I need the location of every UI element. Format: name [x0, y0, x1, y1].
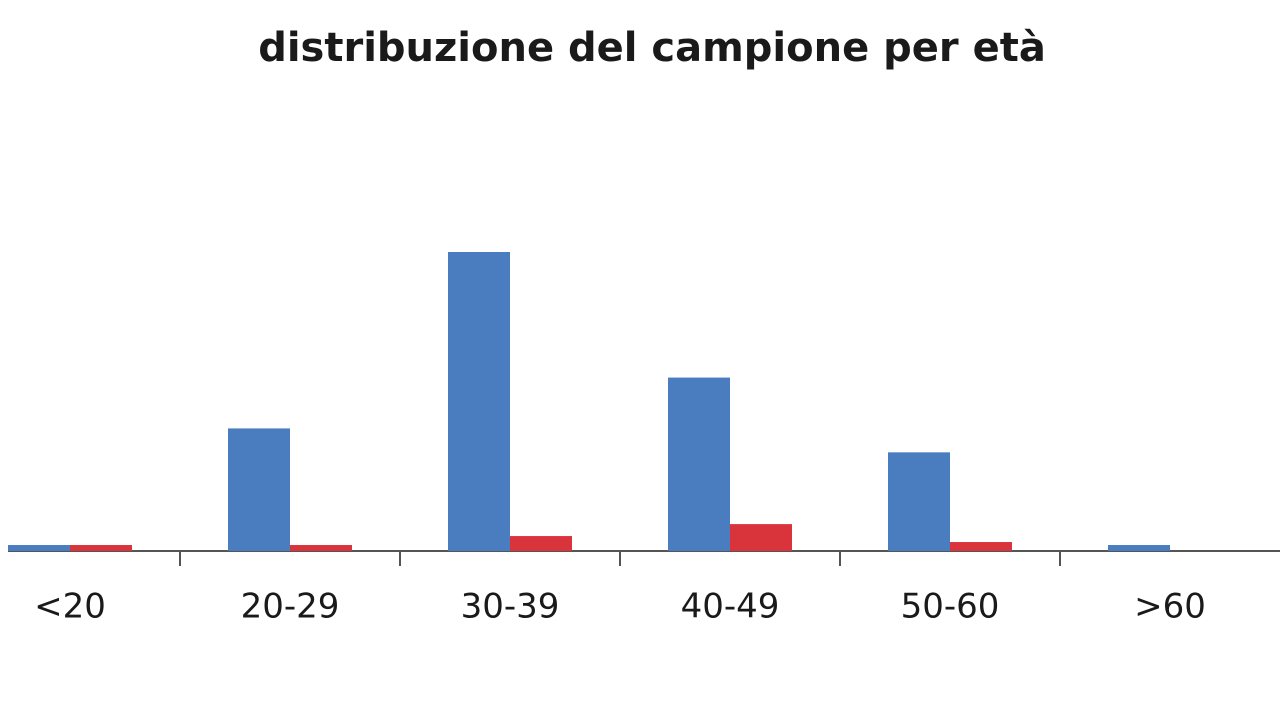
- x-tick-label: 40-49: [681, 587, 780, 627]
- x-tick-label: <20: [34, 587, 106, 627]
- chart-title: distribuzione del campione per età: [258, 25, 1046, 71]
- x-tick-label: >60: [1134, 587, 1206, 627]
- bar: [510, 536, 572, 551]
- bar: [8, 545, 70, 551]
- bar: [228, 428, 290, 551]
- x-tick-label: 30-39: [461, 587, 560, 627]
- x-tick-label: 20-29: [241, 587, 340, 627]
- bar: [730, 524, 792, 551]
- bar: [290, 545, 352, 551]
- bar: [950, 542, 1012, 551]
- bar: [448, 252, 510, 551]
- bar: [888, 452, 950, 551]
- x-tick-label: 50-60: [901, 587, 1000, 627]
- bar: [70, 545, 132, 551]
- bar: [1108, 545, 1170, 551]
- bar: [668, 377, 730, 551]
